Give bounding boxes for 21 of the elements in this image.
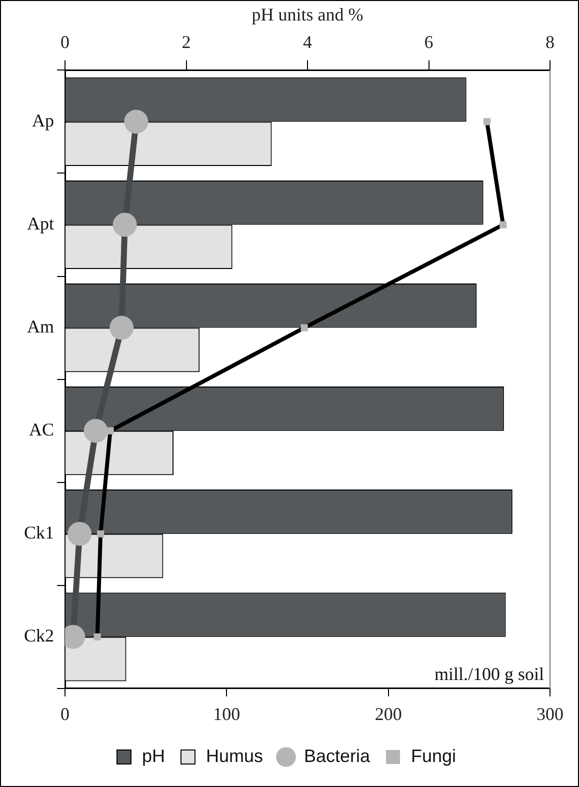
y-tick-label: AC [28, 420, 54, 440]
x2-tick-label: 4 [303, 32, 312, 52]
legend-label: Fungi [411, 746, 456, 766]
legend-label: Bacteria [304, 746, 372, 766]
x2-axis-title: pH units and % [252, 4, 364, 25]
y-tick-label: Apt [27, 213, 54, 234]
y-tick-label: Ck2 [24, 626, 54, 646]
x-tick-label: 300 [536, 704, 564, 724]
x2-tick-label: 8 [546, 32, 554, 52]
y-tick-label: Ap [32, 110, 54, 130]
y-tick-label: Ck1 [24, 522, 54, 543]
x-tick-label: 100 [213, 704, 240, 724]
x-tick-label: 0 [60, 704, 70, 724]
x2-tick-label: 0 [60, 32, 70, 52]
x-axis-title: mill./100 g soil [434, 664, 544, 684]
legend-label: pH [142, 746, 165, 766]
x2-tick-label: 6 [424, 32, 434, 52]
y-tick-label: Am [27, 316, 54, 337]
x2-tick-label: 2 [182, 32, 191, 52]
legend-label: Humus [206, 746, 263, 766]
x-tick-label: 200 [374, 704, 402, 724]
